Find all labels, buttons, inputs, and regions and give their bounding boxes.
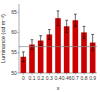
error-cap — [57, 25, 60, 26]
bar — [64, 26, 70, 73]
y-tick-label: 50 — [11, 70, 17, 76]
x-axis-label: x — [57, 85, 60, 91]
error-line — [40, 36, 41, 46]
error-cap — [48, 29, 51, 30]
y-tick-label: 55 — [11, 49, 17, 55]
error-cap — [22, 61, 25, 62]
error-bar — [74, 14, 77, 26]
error-cap — [31, 49, 34, 50]
error-line — [58, 11, 59, 26]
y-tick — [18, 12, 20, 13]
page: {"chart_data": {"type": "bar", "categori… — [0, 0, 100, 92]
y-axis-line — [19, 4, 20, 73]
x-tick-label: 0.7 — [72, 75, 79, 81]
error-bar — [39, 36, 42, 46]
error-cap — [91, 34, 94, 35]
error-cap — [65, 20, 68, 21]
error-cap — [91, 50, 94, 51]
error-cap — [65, 32, 68, 33]
y-axis-label: Luminance (cd m⁻²) — [0, 14, 6, 63]
error-cap — [83, 26, 86, 27]
bar — [47, 34, 53, 73]
error-bar — [65, 20, 68, 32]
error-cap — [22, 51, 25, 52]
error-bar — [91, 34, 94, 50]
x-tick-label: 0.3 — [46, 75, 53, 81]
error-line — [66, 20, 67, 32]
error-bar — [22, 52, 25, 62]
error-line — [49, 30, 50, 40]
error-line — [32, 40, 33, 50]
error-bar — [31, 40, 34, 50]
error-cap — [39, 45, 42, 46]
y-tick — [18, 32, 20, 33]
plot-area — [19, 11, 97, 73]
x-tick-label: 0.4 — [55, 75, 62, 81]
y-tick-label: 65 — [11, 9, 17, 15]
x-tick-label: 0.9 — [89, 75, 96, 81]
chart: 50 55 60 65 0 0.10.20.30.40.460.70.80.9 x Lumin… — [0, 0, 100, 92]
y-tick-label: 60 — [11, 29, 17, 35]
error-cap — [57, 10, 60, 11]
x-tick-label: 0.2 — [37, 75, 44, 81]
y-tick — [18, 52, 20, 53]
bar — [55, 18, 61, 73]
error-line — [92, 34, 93, 50]
bar — [38, 41, 44, 73]
error-cap — [83, 38, 86, 39]
bar — [81, 32, 87, 73]
x-tick-label: 0.8 — [81, 75, 88, 81]
x-tick-label: 0.1 — [29, 75, 36, 81]
x-axis-line — [19, 73, 97, 74]
error-cap — [48, 39, 51, 40]
error-cap — [31, 39, 34, 40]
x-tick-label: 0.46 — [62, 75, 72, 81]
error-line — [23, 52, 24, 62]
error-cap — [74, 26, 77, 27]
error-cap — [74, 14, 77, 15]
error-line — [84, 26, 85, 38]
error-bar — [48, 30, 51, 40]
error-cap — [39, 35, 42, 36]
x-tick-label: 0 — [22, 75, 25, 81]
error-bar — [83, 26, 86, 38]
y-tick — [18, 73, 20, 74]
error-bar — [57, 11, 60, 26]
error-line — [75, 14, 76, 26]
reference-line — [19, 46, 97, 47]
